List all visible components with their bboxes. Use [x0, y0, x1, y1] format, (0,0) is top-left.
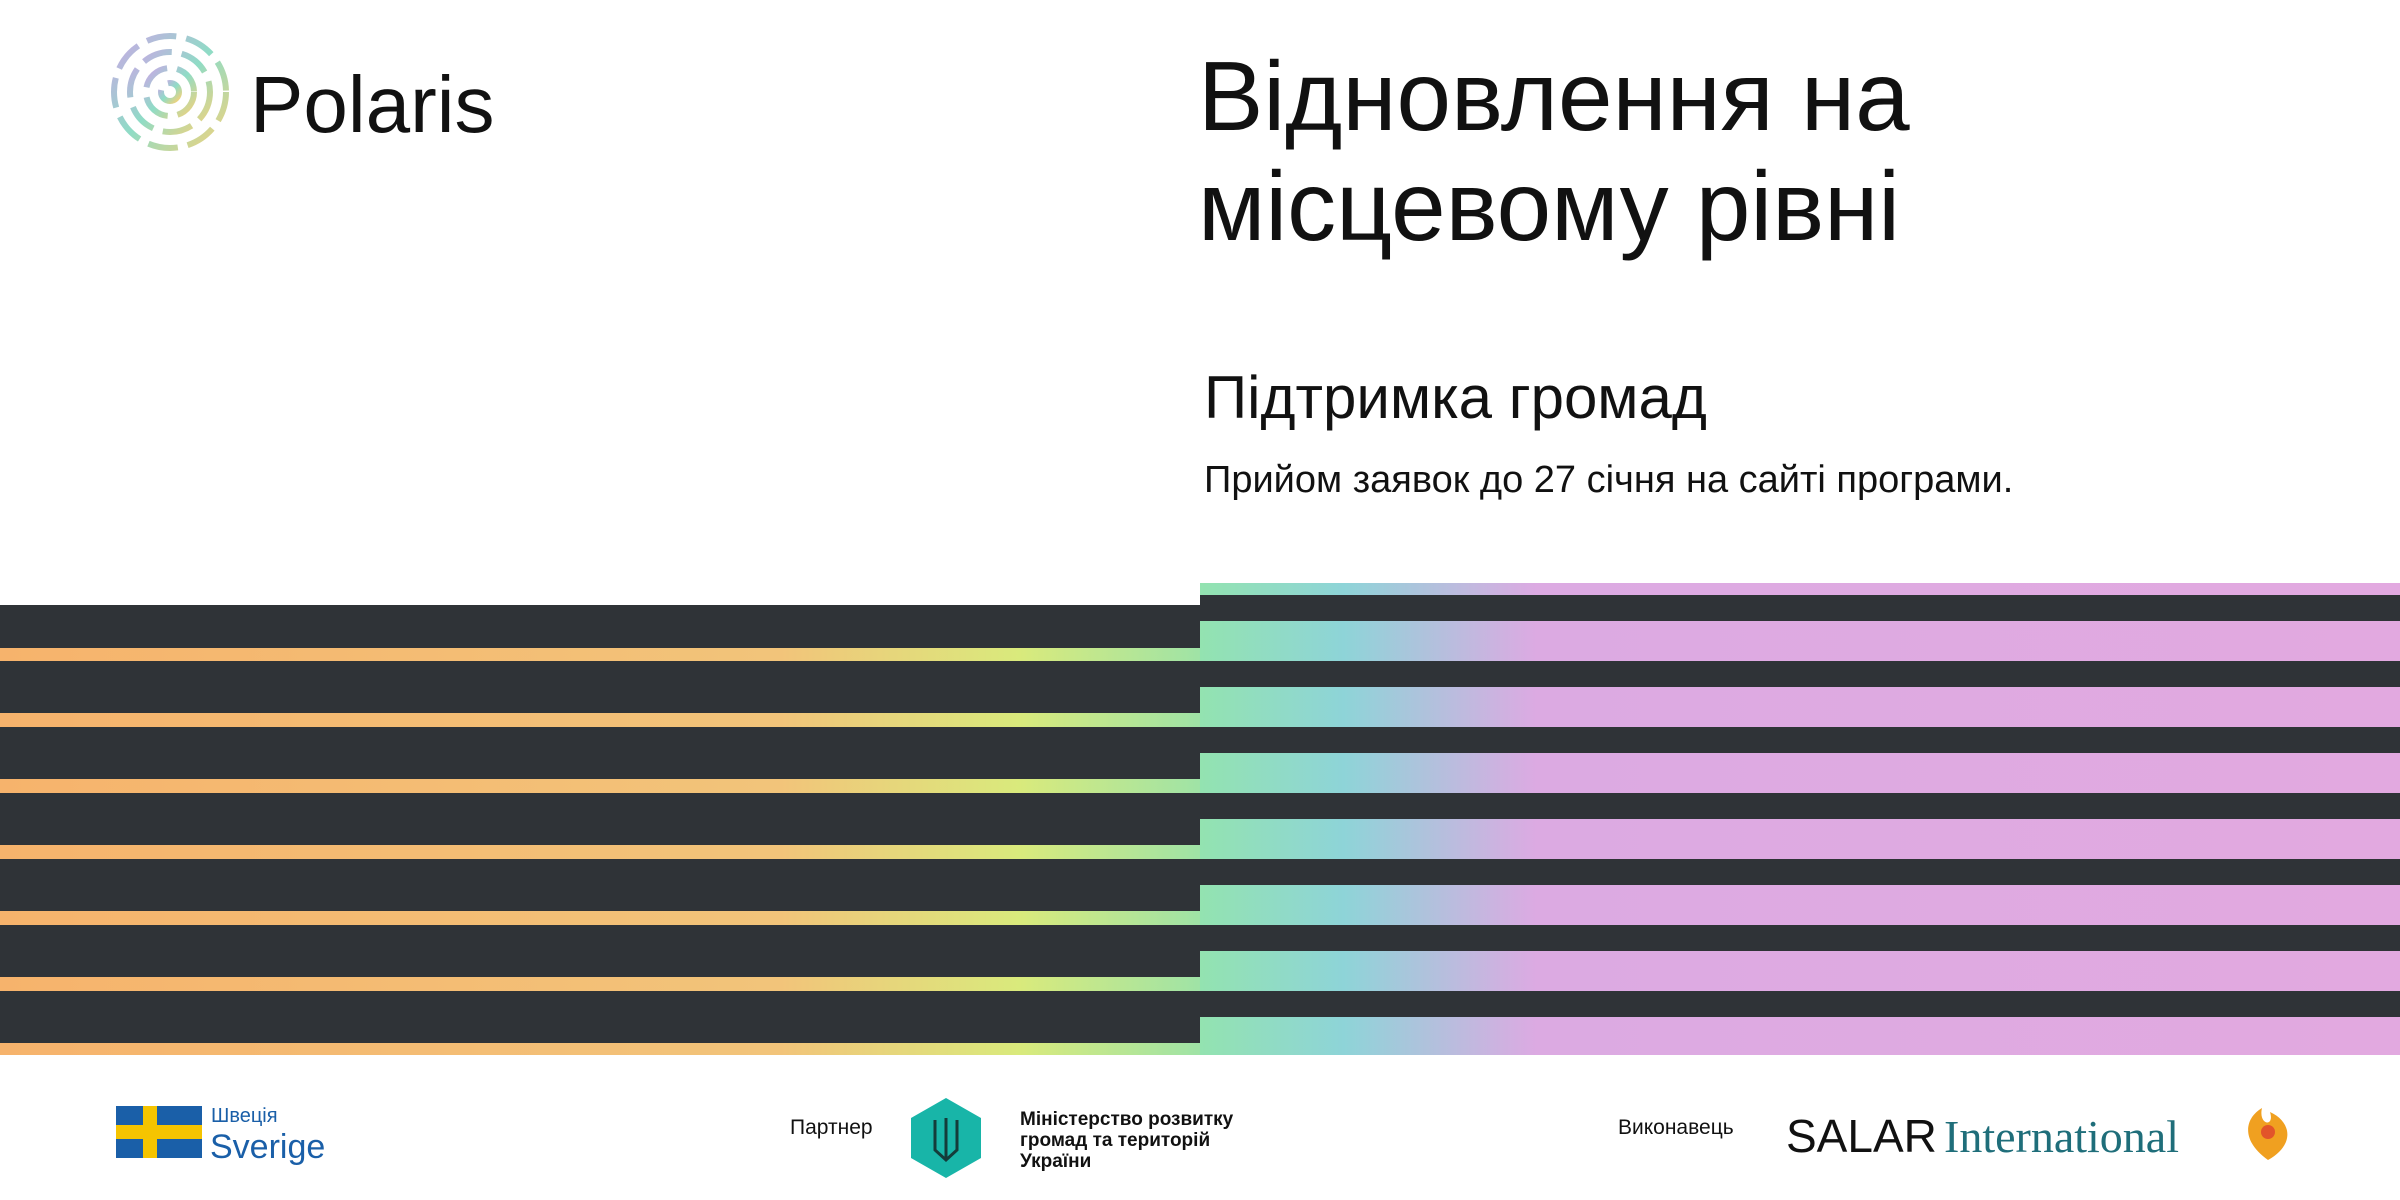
logo-text: Polaris	[250, 60, 495, 149]
partner-label: Партнер	[790, 1116, 873, 1139]
international-text: International	[1944, 1111, 2179, 1162]
dark-stripe	[0, 859, 1200, 911]
dark-stripe	[1200, 793, 2400, 819]
dark-stripe	[0, 661, 1200, 713]
dark-stripe	[1200, 661, 2400, 687]
executor-label: Виконавець	[1618, 1116, 1734, 1139]
description: Прийом заявок до 27 січня на сайті прогр…	[1204, 459, 2013, 501]
dark-stripe	[1200, 925, 2400, 951]
dark-stripe	[0, 925, 1200, 977]
ministry-line: громад та територій	[1020, 1130, 1210, 1151]
sweden-large: Sverige	[210, 1128, 325, 1166]
dark-stripe	[1200, 991, 2400, 1017]
dark-stripe	[0, 793, 1200, 845]
dark-stripe	[0, 605, 1200, 648]
dark-stripe	[1200, 595, 2400, 621]
dark-stripe	[0, 991, 1200, 1043]
title-line: Відновлення на	[1198, 41, 1910, 151]
dark-stripe	[0, 727, 1200, 779]
stripes	[0, 583, 2400, 1055]
subtitle: Підтримка громад	[1204, 364, 1707, 431]
dark-stripe	[1200, 859, 2400, 885]
salar-text: SALAR	[1786, 1110, 1937, 1162]
trident	[933, 1118, 959, 1163]
title-line: місцевому рівні	[1198, 151, 1900, 261]
polaris-logo-mark	[111, 33, 229, 151]
salar-flame	[2248, 1108, 2288, 1160]
dark-stripe	[1200, 727, 2400, 753]
ministry-line: України	[1020, 1151, 1091, 1172]
sweden-flag	[116, 1106, 202, 1158]
sweden-small: Швеція	[211, 1105, 278, 1127]
ministry-line: Міністерство розвитку	[1020, 1109, 1234, 1130]
